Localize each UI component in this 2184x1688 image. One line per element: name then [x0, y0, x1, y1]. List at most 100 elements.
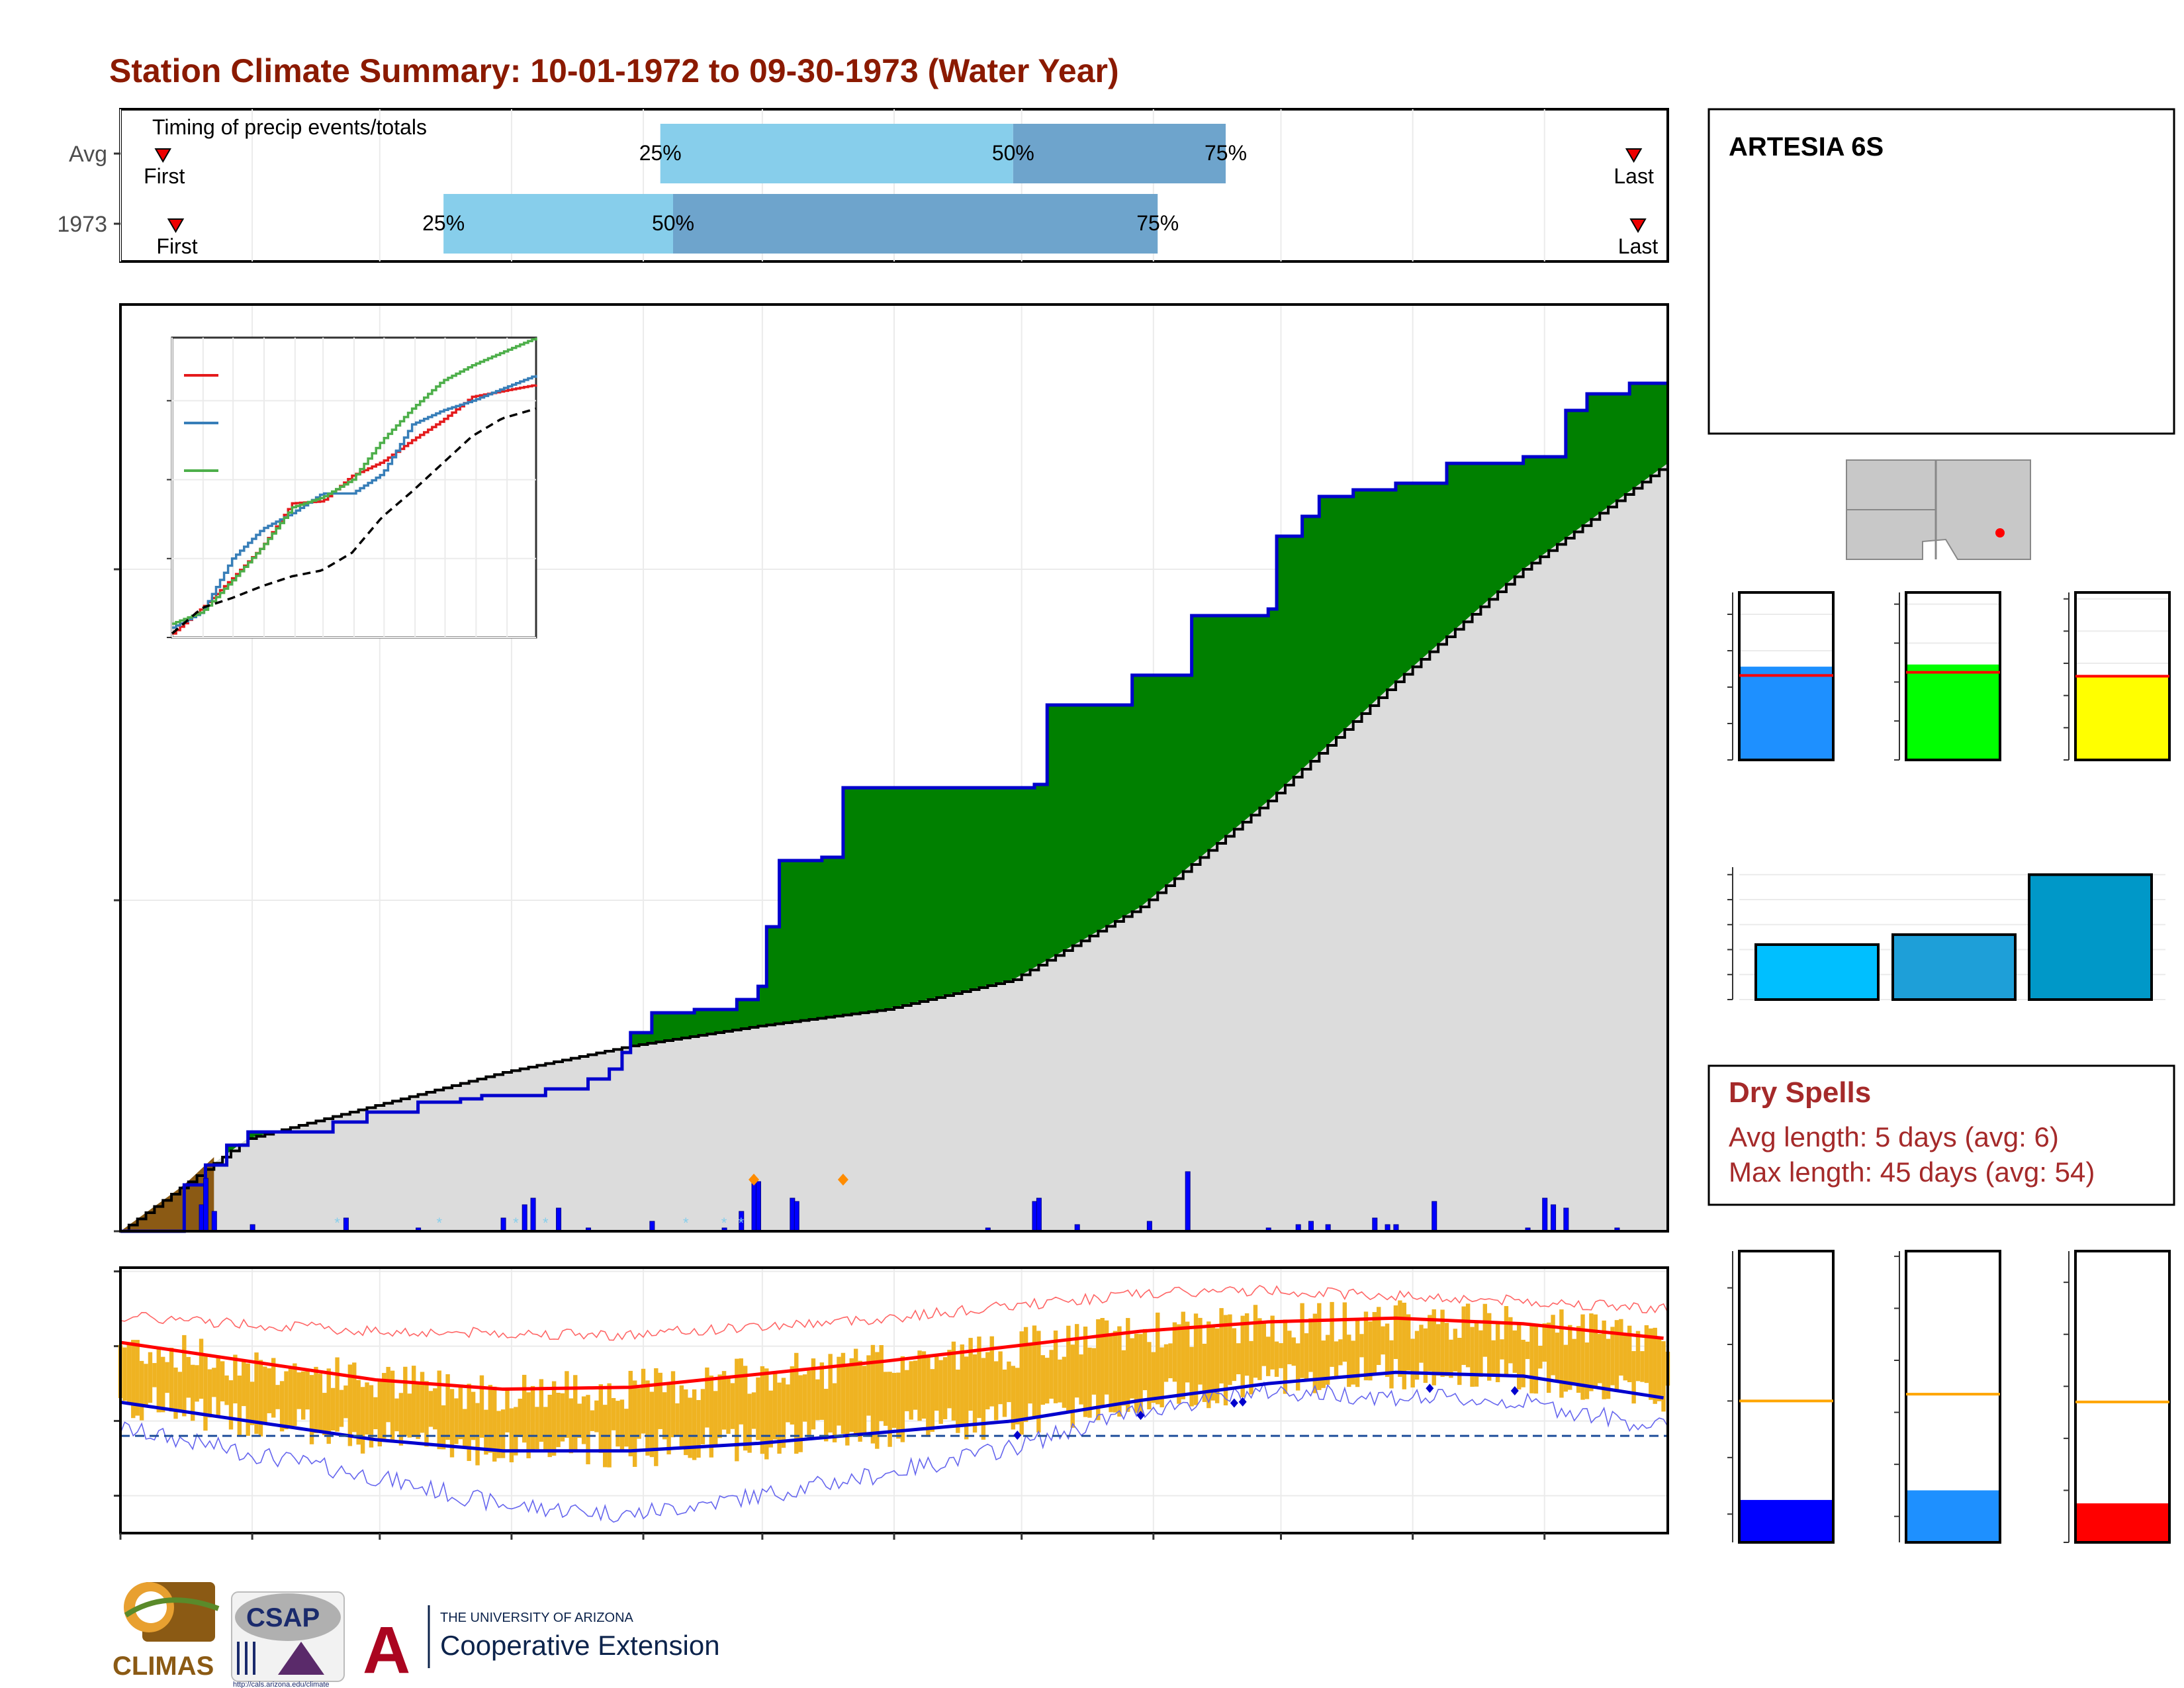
temp-bar-frame: [1738, 1250, 1835, 1544]
daily-temp-bar: [182, 1335, 187, 1417]
daily-temp-bar: [356, 1380, 361, 1445]
daily-temp-bar: [224, 1375, 229, 1405]
daily-temp-bar: [1126, 1318, 1130, 1412]
daily-temp-bar: [849, 1358, 854, 1432]
daily-temp-bar: [398, 1393, 404, 1446]
daily-temp-bar: [802, 1374, 807, 1422]
first-label: First: [144, 164, 185, 188]
daily-temp-bar: [1210, 1325, 1215, 1401]
daily-temp-bar: [696, 1399, 701, 1458]
daily-temp-bar: [883, 1372, 888, 1426]
daily-temp-bar: [1347, 1335, 1351, 1387]
last-event-marker: [1629, 218, 1647, 233]
daily-temp-bar: [1631, 1351, 1636, 1404]
record-low-marker: [1230, 1398, 1238, 1408]
daily-temp-bar: [1142, 1329, 1148, 1391]
avg-cumulative-area: [120, 463, 1668, 1231]
daily-temp-bar: [692, 1389, 697, 1460]
daily-temp-bar: [1295, 1343, 1300, 1391]
summary-bars: [1727, 591, 2171, 761]
daily-temp-bar: [1172, 1322, 1177, 1382]
csap-url: http://cals.arizona.edu/climate: [233, 1681, 330, 1688]
daily-temp-bar: [1432, 1309, 1436, 1385]
daily-temp-bar: [1036, 1331, 1041, 1433]
daily-temp-bar: [420, 1372, 425, 1433]
daily-temp-bar: [862, 1366, 867, 1436]
timing-row-label: Avg: [69, 142, 107, 167]
heavy-event-marker: [837, 1174, 848, 1186]
daily-temp-bar: [1202, 1343, 1207, 1402]
record-min-line: [120, 1381, 1668, 1523]
daily-temp-bar: [721, 1371, 727, 1430]
daily-temp-bar: [556, 1392, 561, 1448]
daily-temp-bar: [1091, 1348, 1097, 1395]
daily-temp-bar: [717, 1374, 722, 1438]
first-event-marker: [167, 218, 185, 233]
daily-precip-bar: [522, 1204, 527, 1232]
daily-temp-bar: [1070, 1344, 1075, 1428]
daily-temp-bar: [662, 1392, 667, 1440]
daily-temp-bar: [1317, 1303, 1322, 1390]
dry-spells-box: Dry Spells Avg length: 5 days (avg: 6) M…: [1707, 1064, 2175, 1206]
daily-temp-bar: [152, 1363, 157, 1387]
daily-temp-bar: [347, 1364, 353, 1446]
daily-temp-bar: [989, 1336, 994, 1407]
daily-temp-bar: [777, 1382, 782, 1454]
temp-bar-frame: [1905, 1250, 2001, 1544]
daily-temp-bar: [1066, 1325, 1071, 1412]
daily-temp-bar: [509, 1408, 514, 1463]
daily-temp-bar: [1019, 1331, 1024, 1435]
daily-temp-bar: [484, 1409, 488, 1455]
daily-temp-bar: [242, 1361, 246, 1407]
snow-marker: *: [543, 1215, 549, 1231]
daily-temp-bar: [1614, 1320, 1619, 1392]
daily-temp-bar: [1559, 1309, 1564, 1398]
daily-temp-bar: [330, 1387, 336, 1431]
daily-temp-bar: [1214, 1328, 1220, 1403]
daily-precip-bar: [649, 1221, 655, 1232]
daily-temp-bar: [679, 1385, 684, 1448]
daily-temp-bar: [1151, 1352, 1156, 1403]
daily-temp-bar: [1011, 1366, 1016, 1430]
daily-temp-bar: [1457, 1337, 1462, 1385]
daily-temp-bar: [305, 1370, 310, 1410]
early-season-below-avg-area: [120, 1157, 214, 1231]
daily-temp-bar: [1627, 1325, 1632, 1383]
daily-temp-bar: [938, 1360, 943, 1424]
daily-precip-bar: [1563, 1207, 1569, 1232]
daily-temp-bar: [139, 1360, 144, 1421]
temp-bar-frame: [2074, 1250, 2171, 1544]
daily-temp-bar: [1580, 1314, 1585, 1400]
daily-temp-bar: [684, 1389, 688, 1456]
daily-temp-bar: [1372, 1312, 1377, 1375]
daily-temp-bar: [1381, 1326, 1385, 1355]
temp-bar-value-t-max: [2075, 1503, 2169, 1542]
daily-temp-bar: [1338, 1339, 1343, 1366]
daily-temp-bar: [186, 1356, 191, 1398]
daily-temp-bar: [790, 1366, 795, 1425]
small-bar-value-rain-days: [1906, 664, 2000, 760]
ua-logo: A THE UNIVERSITY OF ARIZONA Cooperative …: [363, 1605, 720, 1687]
timing-pct-50: 50%: [652, 211, 694, 235]
daily-temp-bar: [360, 1387, 365, 1454]
daily-precip-bar: [203, 1178, 208, 1232]
daily-temp-bar: [1521, 1339, 1525, 1387]
daily-temp-bar: [926, 1357, 931, 1437]
daily-temp-bar: [279, 1381, 285, 1432]
daily-temp-bar: [1104, 1320, 1109, 1395]
daily-temp-bar: [981, 1358, 986, 1440]
daily-precip-bar: [1551, 1204, 1557, 1232]
inset-series-2010: [172, 338, 537, 625]
daily-temp-bar: [1321, 1340, 1326, 1388]
daily-temp-bar: [1219, 1308, 1224, 1383]
daily-temp-bar: [1359, 1334, 1364, 1358]
daily-temp-bar: [543, 1407, 548, 1451]
daily-temp-bar: [1602, 1320, 1606, 1399]
daily-temp-bar: [726, 1376, 731, 1434]
daily-temp-bar: [1495, 1323, 1500, 1383]
first-label: First: [156, 234, 197, 258]
daily-temp-bar: [500, 1409, 506, 1458]
daily-temp-bar: [1228, 1314, 1232, 1385]
daily-temp-bar: [1551, 1315, 1555, 1376]
daily-temp-bar: [960, 1344, 964, 1424]
